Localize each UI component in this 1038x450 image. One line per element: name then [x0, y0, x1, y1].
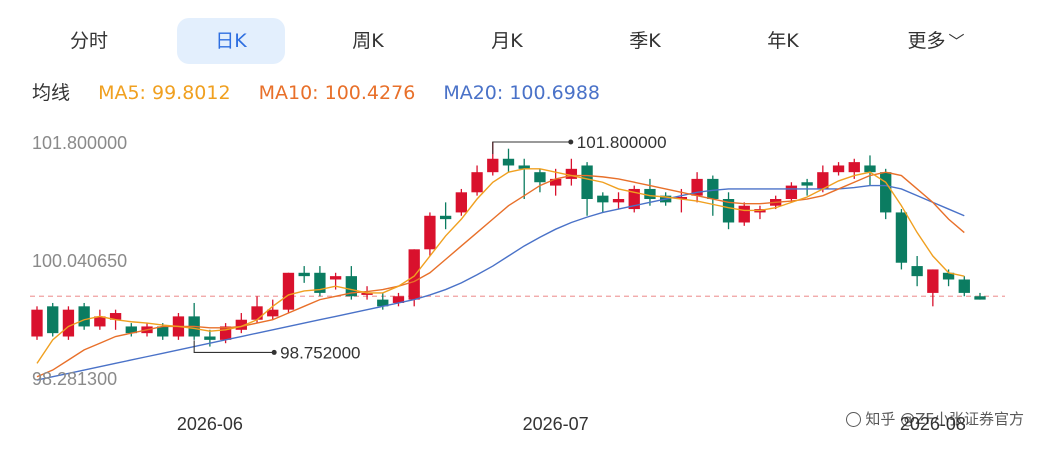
- candle-body: [644, 188, 656, 200]
- candle-body: [298, 272, 310, 277]
- candle-body: [738, 205, 750, 223]
- candle-body: [314, 272, 326, 293]
- more-label: 更多: [907, 30, 946, 52]
- watermark-text: 知乎 @ZF小张证券官方: [865, 410, 1024, 428]
- candle-body: [345, 276, 357, 297]
- candle-body: [534, 172, 546, 183]
- candle-body: [942, 272, 955, 280]
- candle-body: [471, 172, 483, 193]
- candle-body: [785, 185, 798, 200]
- candle-body: [47, 306, 59, 334]
- candle-body: [408, 249, 420, 300]
- min-annotation-line: [193, 340, 275, 353]
- candle-body: [832, 165, 845, 173]
- ma-legend-title: 均线: [32, 82, 71, 104]
- candle-body: [974, 296, 986, 300]
- candlestick-chart: 101.800000 100.040650 98.281300 2026-06 2026…: [30, 133, 1005, 434]
- chevron-down-icon: ﹀: [948, 32, 965, 51]
- max-annotation-line: [492, 141, 571, 154]
- zhihu-icon: [846, 412, 862, 427]
- candle-body: [94, 316, 106, 327]
- candle-body: [204, 336, 216, 340]
- ma5-line: [36, 168, 965, 364]
- candle-body: [612, 199, 625, 203]
- candle-body: [691, 178, 703, 196]
- watermark: 知乎 @ZF小张证券官方: [846, 408, 1024, 429]
- candle-body: [109, 313, 122, 320]
- candle-body: [377, 299, 389, 307]
- candle-body: [455, 192, 468, 213]
- candle-body: [78, 306, 90, 327]
- candle-body: [392, 296, 405, 303]
- candle-body: [722, 199, 735, 223]
- y-tick-label: 100.040650: [32, 251, 127, 271]
- y-tick-label: 98.281300: [32, 369, 117, 389]
- candle-body: [817, 172, 829, 189]
- candle-body: [424, 215, 436, 250]
- x-tick-label: 2026-07: [523, 414, 589, 434]
- candle-body: [282, 272, 295, 310]
- candle-body: [549, 178, 562, 186]
- ma20-line: [36, 184, 965, 381]
- candle-body: [895, 212, 908, 263]
- ma5-legend: MA5: 99.8012: [98, 82, 231, 104]
- max-annotation-dot: [568, 139, 574, 145]
- candle-body: [565, 168, 578, 179]
- min-annotation-dot: [271, 349, 277, 355]
- candle-body: [707, 178, 719, 200]
- tab-intraday[interactable]: 分时: [69, 30, 108, 52]
- ma20-legend: MA20: 100.6988: [443, 82, 600, 104]
- tab-quarterly-k[interactable]: 季K: [629, 30, 661, 52]
- candle-body: [31, 309, 43, 337]
- candle-body: [675, 196, 688, 200]
- candle-body: [597, 195, 609, 203]
- ma-legend: 均线 MA5: 99.8012 MA10: 100.4276 MA20: 100…: [32, 78, 622, 105]
- x-tick-label: 2026-06: [177, 414, 243, 434]
- min-annotation-label: 98.752000: [280, 343, 360, 362]
- candle-body: [329, 276, 342, 280]
- candle-body: [518, 165, 530, 169]
- more-dropdown[interactable]: 更多 ﹀: [878, 18, 994, 64]
- tab-monthly-k[interactable]: 月K: [491, 30, 523, 52]
- candle-body: [502, 158, 515, 166]
- ma10-legend: MA10: 100.4276: [258, 82, 416, 104]
- candle-body: [927, 269, 939, 293]
- candle-body: [157, 326, 169, 337]
- x-tick-label: 2026-08: [900, 414, 966, 434]
- candle-body: [487, 158, 499, 173]
- period-tab-bar: 分时 日K 周K 月K 季K 年K 更多 ﹀: [0, 14, 1038, 66]
- candle-body: [219, 326, 232, 340]
- max-annotation-label: 101.800000: [577, 133, 667, 152]
- candle-body: [911, 266, 923, 277]
- candle-body: [62, 309, 75, 337]
- candle-body: [864, 165, 876, 173]
- candle-body: [958, 279, 970, 293]
- candle-body: [801, 182, 813, 186]
- y-tick-label: 101.800000: [32, 133, 127, 153]
- candle-body: [125, 326, 137, 334]
- candle-body: [628, 188, 640, 210]
- candle-body: [267, 309, 279, 317]
- candle-body: [235, 319, 247, 330]
- candle-body: [880, 172, 892, 213]
- tab-daily-k[interactable]: 日K: [177, 18, 285, 64]
- candle-body: [251, 306, 263, 320]
- ma10-line: [36, 171, 965, 378]
- candle-body: [439, 215, 452, 220]
- tab-weekly-k[interactable]: 周K: [352, 30, 384, 52]
- tab-yearly-k[interactable]: 年K: [767, 30, 799, 52]
- candle-body: [848, 162, 860, 173]
- candle-body: [581, 165, 593, 200]
- candle-body: [361, 292, 373, 295]
